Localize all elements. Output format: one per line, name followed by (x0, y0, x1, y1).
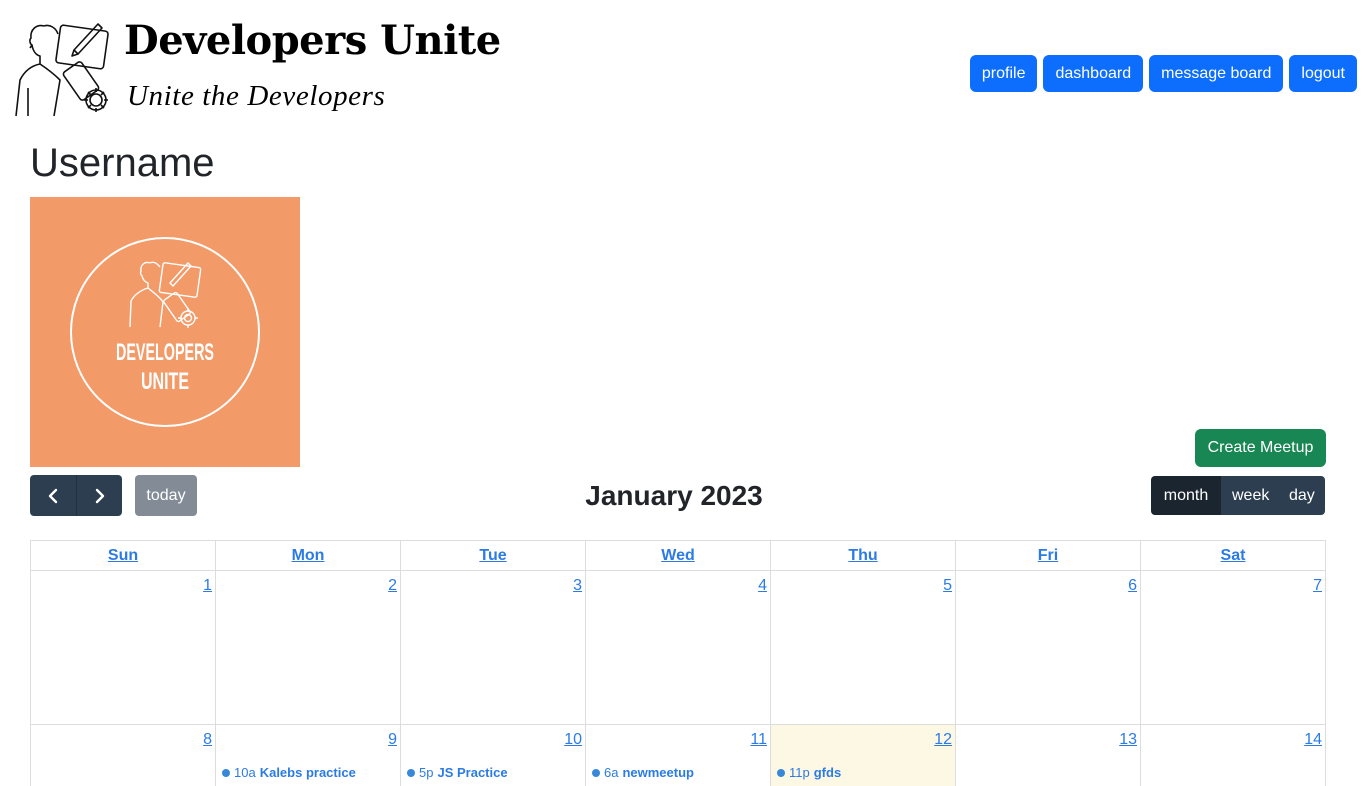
calendar-day-cell[interactable]: 8 (30, 724, 216, 786)
calendar-day-cell[interactable]: 7 (1140, 570, 1326, 725)
weekday-header: Mon (215, 540, 401, 571)
calendar-today-button[interactable]: today (135, 475, 197, 516)
developers-unite-badge-icon: DEVELOPERS UNITE (70, 237, 260, 427)
calendar-event[interactable]: 5p JS Practice (407, 765, 508, 780)
day-number-link[interactable]: 14 (1304, 731, 1322, 748)
main-nav: profile dashboard message board logout (969, 55, 1357, 92)
calendar-day-cell[interactable]: 2 (215, 570, 401, 725)
calendar-day-cell[interactable]: 4 (585, 570, 771, 725)
calendar-header-row: Sun Mon Tue Wed Thu Fri Sat (30, 540, 1326, 571)
chevron-right-icon (95, 488, 104, 503)
nav-logout-button[interactable]: logout (1289, 55, 1357, 92)
event-time: 5p (419, 765, 434, 780)
event-dot-icon (407, 768, 415, 777)
day-number-link[interactable]: 13 (1119, 731, 1137, 748)
create-meetup-button[interactable]: Create Meetup (1195, 429, 1326, 467)
avatar-text-line1: DEVELOPERS (116, 339, 214, 366)
calendar-event[interactable]: 10a Kalebs practice (222, 765, 356, 780)
weekday-link[interactable]: Sun (107, 546, 139, 564)
weekday-link[interactable]: Mon (291, 546, 325, 564)
event-time: 11p (789, 765, 810, 780)
view-day-button[interactable]: day (1278, 476, 1325, 515)
weekday-header: Wed (585, 540, 771, 571)
site-title: Developers Unite (124, 17, 501, 64)
calendar-prev-button[interactable] (30, 475, 76, 516)
brand: Developers Unite Unite the Developers (14, 18, 501, 118)
event-title: gfds (813, 765, 842, 780)
calendar-event[interactable]: 6a newmeetup (592, 765, 694, 780)
calendar-title: January 2023 (585, 480, 763, 511)
profile-avatar: DEVELOPERS UNITE (30, 197, 300, 467)
event-time: 6a (604, 765, 619, 780)
calendar-day-cell[interactable]: 13 (955, 724, 1141, 786)
weekday-header: Fri (955, 540, 1141, 571)
developer-logo-icon (15, 23, 109, 117)
nav-profile-button[interactable]: profile (969, 55, 1038, 92)
weekday-link[interactable]: Tue (479, 546, 507, 564)
profile-username: Username (30, 141, 215, 185)
calendar-day-cell[interactable]: 3 (400, 570, 586, 725)
calendar-next-button[interactable] (76, 475, 122, 516)
chevron-left-icon (48, 488, 58, 503)
weekday-header: Sat (1140, 540, 1326, 571)
weekday-link[interactable]: Sat (1220, 546, 1246, 564)
calendar-week-row: 8 9 10a Kalebs practice 10 5p JS Practic… (30, 724, 1326, 786)
day-number-link[interactable]: 8 (203, 731, 212, 748)
calendar-day-cell[interactable]: 9 10a Kalebs practice (215, 724, 401, 786)
view-month-button[interactable]: month (1151, 476, 1221, 515)
event-title: Kalebs practice (259, 765, 356, 780)
event-dot-icon (222, 768, 230, 777)
day-number-link[interactable]: 5 (943, 577, 952, 594)
weekday-link[interactable]: Thu (848, 546, 878, 564)
day-number-link[interactable]: 12 (934, 731, 952, 748)
weekday-header: Sun (30, 540, 216, 571)
site-tagline: Unite the Developers (127, 80, 386, 112)
calendar-day-cell[interactable]: 11 6a newmeetup (585, 724, 771, 786)
calendar-event[interactable]: 11p gfds (777, 765, 841, 780)
calendar-day-cell[interactable]: 1 (30, 570, 216, 725)
calendar-view-switcher: month week day (1151, 476, 1325, 515)
event-title: newmeetup (622, 765, 694, 780)
day-number-link[interactable]: 11 (750, 731, 767, 748)
weekday-link[interactable]: Wed (661, 546, 695, 564)
day-number-link[interactable]: 2 (388, 577, 397, 594)
nav-message-board-button[interactable]: message board (1149, 55, 1284, 92)
event-dot-icon (592, 768, 600, 777)
day-number-link[interactable]: 3 (573, 577, 582, 594)
nav-dashboard-button[interactable]: dashboard (1043, 55, 1144, 92)
weekday-header: Thu (770, 540, 956, 571)
calendar-day-cell[interactable]: 14 (1140, 724, 1326, 786)
day-number-link[interactable]: 4 (758, 577, 767, 594)
view-week-button[interactable]: week (1221, 476, 1278, 515)
weekday-header: Tue (400, 540, 586, 571)
calendar-day-cell[interactable]: 6 (955, 570, 1141, 725)
calendar-day-cell-today[interactable]: 12 11p gfds (770, 724, 956, 786)
avatar-text-line2: UNITE (141, 368, 189, 395)
event-title: JS Practice (437, 765, 508, 780)
event-dot-icon (777, 768, 785, 777)
calendar-day-cell[interactable]: 10 5p JS Practice (400, 724, 586, 786)
calendar-day-cell[interactable]: 5 (770, 570, 956, 725)
day-number-link[interactable]: 9 (388, 731, 397, 748)
day-number-link[interactable]: 6 (1128, 577, 1137, 594)
calendar-nav-group (30, 475, 122, 516)
day-number-link[interactable]: 1 (203, 577, 212, 594)
weekday-link[interactable]: Fri (1037, 546, 1059, 564)
event-time: 10a (234, 765, 256, 780)
calendar-week-row: 1 2 3 4 5 6 7 (30, 570, 1326, 725)
day-number-link[interactable]: 7 (1313, 577, 1322, 594)
day-number-link[interactable]: 10 (564, 731, 582, 748)
calendar-month-grid: Sun Mon Tue Wed Thu Fri Sat 1 2 3 4 5 6 … (30, 540, 1326, 786)
